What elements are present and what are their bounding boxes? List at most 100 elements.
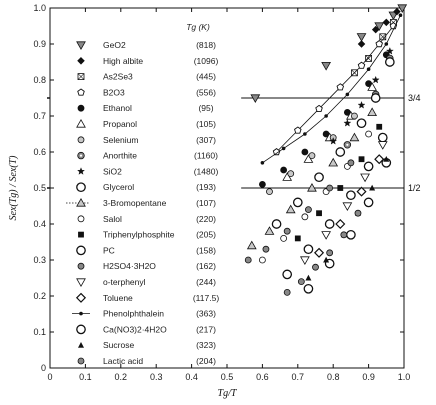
marker-shape — [360, 173, 370, 183]
data-point — [301, 213, 309, 221]
data-point — [316, 210, 322, 217]
marker-shape — [260, 161, 265, 165]
data-point — [384, 42, 389, 46]
legend-marker — [76, 324, 86, 335]
marker-shape — [370, 93, 381, 103]
marker-shape — [369, 184, 376, 191]
data-point — [376, 123, 383, 130]
series-glycerol — [271, 57, 395, 229]
marker-shape — [347, 159, 355, 167]
data-point — [357, 61, 366, 69]
data-point — [370, 93, 381, 103]
data-point — [346, 190, 356, 201]
marker-shape — [313, 247, 325, 258]
legend: Tg (K) GeO2 (818) High albite (1096) As2Se3 (… — [66, 22, 219, 366]
marker-shape — [280, 234, 288, 242]
marker-shape — [384, 42, 389, 46]
x-tick-label: 0.2 — [115, 372, 128, 382]
legend-row: Toluene (117.5) — [75, 292, 219, 303]
legend-tg: (307) — [196, 135, 216, 145]
legend-name: Sucrose — [103, 340, 134, 350]
data-point — [308, 152, 316, 160]
data-point — [366, 67, 371, 71]
legend-tg: (556) — [196, 87, 216, 97]
legend-name: o-terphenyl — [103, 277, 146, 287]
legend-tg: (205) — [196, 230, 216, 240]
marker-cross — [365, 55, 372, 62]
marker-shape — [385, 47, 394, 55]
legend-tg: (217) — [196, 324, 216, 334]
data-point — [385, 47, 394, 55]
series-triphenylphosphite — [294, 123, 383, 242]
data-point — [335, 147, 346, 157]
legend-marker — [76, 182, 86, 193]
marker-shape — [77, 215, 85, 223]
x-tick-label: 0.8 — [327, 372, 340, 382]
data-point — [303, 154, 314, 163]
x-tick-label: 1.0 — [398, 372, 411, 382]
legend-name: Ethanol — [103, 103, 132, 113]
data-point — [313, 247, 325, 258]
marker-shape — [374, 22, 385, 32]
marker-shape — [375, 40, 383, 48]
marker-shape — [250, 94, 261, 104]
data-point — [335, 218, 346, 230]
marker-shape — [367, 107, 378, 116]
marker-shape — [335, 218, 346, 230]
legend-tg: (105) — [196, 119, 216, 129]
series-sio2 — [329, 47, 394, 145]
y-tick-label: 0.4 — [33, 219, 46, 229]
x-axis-label: Tg/T — [218, 388, 238, 399]
y-tick-label: 0.2 — [33, 291, 46, 301]
legend-marker — [77, 73, 85, 80]
marker-shape — [374, 154, 385, 165]
series-3-bromopentane — [246, 107, 378, 250]
marker-shape — [77, 167, 85, 175]
legend-tg: (1480) — [194, 166, 219, 176]
data-point — [356, 118, 367, 129]
data-point — [329, 137, 338, 145]
series-o-terphenyl — [299, 141, 388, 266]
legend-tg: (445) — [196, 72, 216, 82]
marker-shape — [76, 245, 86, 256]
marker-cross — [379, 33, 386, 41]
marker-shape — [321, 231, 332, 240]
x-tick-label: 0.6 — [256, 372, 269, 382]
marker-shape — [77, 88, 85, 96]
data-point — [356, 33, 367, 42]
legend-marker — [77, 104, 85, 112]
y-tick-label: 0.5 — [33, 183, 46, 193]
data-point — [281, 146, 286, 151]
marker-shape — [303, 154, 314, 163]
data-point — [307, 182, 317, 192]
marker-shape — [356, 33, 367, 42]
marker-shape — [307, 182, 317, 192]
series-toluene — [313, 154, 385, 258]
legend-tg: (193) — [196, 182, 216, 192]
legend-name: GeO2 — [103, 40, 126, 50]
marker-shape — [365, 130, 373, 138]
data-point — [369, 184, 376, 191]
x-tick-label: 0.1 — [79, 372, 92, 382]
data-point — [365, 130, 373, 138]
data-point — [324, 114, 328, 118]
data-point — [398, 13, 403, 17]
marker-shape — [356, 186, 367, 197]
marker-shape — [282, 269, 293, 280]
legend-name: B2O3 — [103, 87, 125, 97]
series-lactic-acid — [283, 209, 362, 296]
legend-row: 3-Bromopentane (107) — [66, 197, 216, 208]
marker-shape — [294, 126, 302, 134]
marker-shape — [244, 256, 252, 264]
data-point — [374, 22, 385, 32]
legend-row: PC (158) — [76, 245, 216, 256]
data-point — [371, 75, 380, 84]
marker-shape — [303, 132, 307, 136]
marker-shape — [262, 245, 270, 253]
data-point — [314, 172, 324, 183]
marker-shape — [382, 18, 391, 27]
marker-shape — [285, 204, 296, 214]
legend-row: Glycerol (193) — [76, 182, 216, 193]
marker-shape — [367, 82, 378, 91]
